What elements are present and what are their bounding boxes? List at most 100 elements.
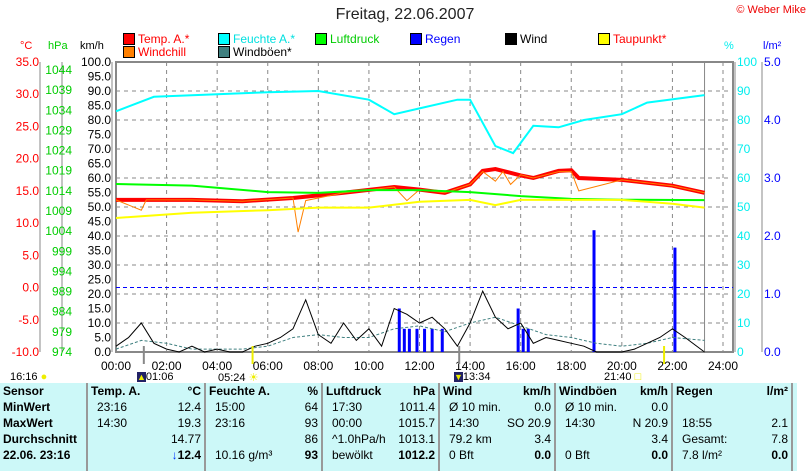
table-column: Wind km/h Ø 10 min. 0.0 14:30 SO 20.9 79.2 km 3… xyxy=(440,383,556,471)
legend-item: Regen xyxy=(410,32,460,46)
axis-tick-label-pressure: 974 xyxy=(52,345,72,359)
axis-tick-label-rain: 1.0 xyxy=(764,287,781,301)
column-header: Luftdruck hPa xyxy=(326,383,435,399)
table-cell-value: 3.4 xyxy=(651,432,668,446)
table-cell-row: bewölkt 1012.2 xyxy=(326,447,435,463)
axis-tick-label-pressure: 1009 xyxy=(45,204,72,218)
rain-unit: l/m² xyxy=(763,40,782,52)
row-label: 22.06. 23:16 xyxy=(3,448,71,462)
rain-bar xyxy=(440,328,444,352)
stats-table: Sensor MinWert MaxWert Durchschnitt 22.0… xyxy=(0,383,797,471)
table-cell-value: 86 xyxy=(304,432,318,446)
x-tick-label: 22:00 xyxy=(657,359,687,373)
table-cell-row xyxy=(676,399,788,415)
table-cell-value: 12.4 xyxy=(177,400,201,414)
column-header: Regen l/m² xyxy=(676,383,788,399)
moonrise-time-value: 01:06 xyxy=(145,371,174,383)
axis-tick-label-rain: 5.0 xyxy=(764,55,781,69)
axis-tick-label-pressure: 1004 xyxy=(45,224,72,238)
table-cell-label xyxy=(676,399,682,415)
axis-tick-label-pressure: 1019 xyxy=(45,164,72,178)
series-line-windchill xyxy=(115,170,705,233)
column-title: Regen xyxy=(676,384,713,398)
table-cell-value: SO 20.9 xyxy=(506,416,551,430)
legend-swatch xyxy=(218,46,230,58)
axis-tick-label-temp: 30.0 xyxy=(16,87,40,101)
legend-item: Temp. A.* xyxy=(123,32,189,46)
legend-swatch xyxy=(123,33,135,45)
sunset-time-value: 21:40 xyxy=(604,371,632,383)
legend-item: Luftdruck xyxy=(315,32,379,46)
sensor-header: Sensor xyxy=(3,384,44,398)
column-title: Luftdruck xyxy=(326,384,382,398)
axis-tick-label-pressure: 984 xyxy=(52,305,72,319)
axis-tick-label-wind: 10.0 xyxy=(88,316,112,330)
column-header: Feuchte A.% xyxy=(209,383,318,399)
axis-tick-label-humidity: 60 xyxy=(737,171,751,185)
series-line-windb-en xyxy=(115,316,705,350)
legend-swatch xyxy=(410,33,422,45)
axis-tick-label-wind: 75.0 xyxy=(88,128,112,142)
column-unit: hPa xyxy=(412,384,435,398)
column-unit: km/h xyxy=(522,384,551,398)
legend-label: Temp. A.* xyxy=(138,32,190,46)
legend-swatch xyxy=(598,33,610,45)
sunset-time: 21:40 □ xyxy=(604,371,641,383)
column-header: Windböen km/h xyxy=(559,383,668,399)
axis-tick-label-pressure: 979 xyxy=(52,325,72,339)
axis-tick-label-humidity: 10 xyxy=(737,316,751,330)
table-columns: Temp. A. °C 23:16 12.4 14:30 19.3 14.77 ↓12.4 Fe… xyxy=(88,383,793,471)
axis-tick-label-wind: 20.0 xyxy=(88,287,112,301)
legend-item: Feuchte A.* xyxy=(218,32,295,46)
x-tick-label: 14:00 xyxy=(455,359,485,373)
axis-tick-label-wind: 45.0 xyxy=(88,215,112,229)
table-cell-row: 86 xyxy=(209,431,318,447)
axis-tick-label-pressure: 1014 xyxy=(45,184,72,198)
axis-tick-label-pressure: 1029 xyxy=(45,123,72,137)
x-tick-label: 02:00 xyxy=(152,359,182,373)
legend-label: Taupunkt* xyxy=(613,32,667,46)
axis-tick-label-temp: 10.0 xyxy=(16,216,40,230)
legend-swatch xyxy=(123,46,135,58)
table-cell-label: Gesamt: xyxy=(682,432,728,446)
table-cell-value: 64 xyxy=(304,400,318,414)
table-cell-label xyxy=(209,431,215,447)
table-cell-label: 14:30 xyxy=(97,416,128,430)
moonphase-time: 16:16 ● xyxy=(10,371,47,383)
x-tick-label: 06:00 xyxy=(253,359,283,373)
table-cell-label: 17:30 xyxy=(332,400,363,414)
column-unit: °C xyxy=(187,384,201,398)
legend-swatch xyxy=(218,33,230,45)
column-title: Feuchte A. xyxy=(209,384,270,398)
rain-bar xyxy=(592,230,596,352)
legend-label: Feuchte A.* xyxy=(233,32,296,46)
table-cell-label: bewölkt xyxy=(332,448,373,462)
axis-tick-label-wind: 60.0 xyxy=(88,171,112,185)
rain-bar xyxy=(673,247,677,352)
x-tick-label: 24:00 xyxy=(708,359,738,373)
axis-tick-label-temp: 35.0 xyxy=(16,55,40,69)
moonset-time-value: 13:34 xyxy=(462,371,491,383)
legend-item: Wind xyxy=(505,32,547,46)
legend-label: Windböen* xyxy=(233,45,292,59)
table-cell-value: 0.0 xyxy=(534,400,551,414)
table-cell-label: 23:16 xyxy=(97,400,128,414)
axis-tick-label-pressure: 989 xyxy=(52,285,72,299)
table-cell-value: 0.0 xyxy=(651,448,668,462)
pressure-unit: hPa xyxy=(48,40,68,52)
moonrise-time: ▲01:06 xyxy=(137,371,173,383)
column-header: Temp. A. °C xyxy=(91,383,201,399)
axis-tick-label-pressure: 1044 xyxy=(45,63,72,77)
axis-tick-label-temp: 25.0 xyxy=(16,119,40,133)
legend-item: Windchill xyxy=(123,45,186,59)
table-cell-row: 7.8 l/m² 0.0 xyxy=(676,447,788,463)
table-cell-value: N 20.9 xyxy=(632,416,668,430)
axis-tick-label-wind: 95.0 xyxy=(88,70,112,84)
table-cell-label xyxy=(91,447,97,463)
axis-tick-label-rain: 0.0 xyxy=(764,345,781,359)
axis-tick-label-humidity: 90 xyxy=(737,84,751,98)
x-tick-label: 16:00 xyxy=(506,359,536,373)
table-column: Temp. A. °C 23:16 12.4 14:30 19.3 14.77 ↓12.4 xyxy=(88,383,206,471)
axis-tick-label-humidity: 70 xyxy=(737,142,751,156)
table-cell-row: 0 Bft 0.0 xyxy=(559,447,668,463)
